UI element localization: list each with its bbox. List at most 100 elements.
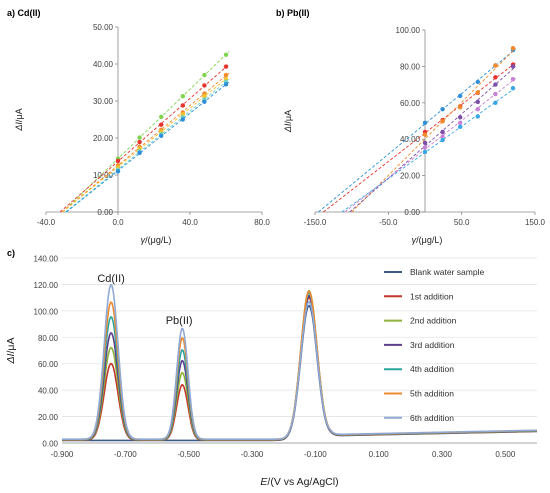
data-point [422, 145, 428, 150]
legend-label: 6th addition [410, 413, 454, 423]
x-tick-label: -0.100 [304, 450, 327, 459]
y-axis-title-symbol: ΔI [283, 123, 293, 133]
panel-label: a) Cd(II) [7, 8, 41, 18]
x-tick-label: -0.300 [241, 450, 264, 459]
y-tick-label: 20.00 [93, 134, 114, 143]
legend-label: 2nd addition [410, 316, 457, 326]
y-tick-label: 100.00 [396, 26, 421, 35]
data-point [115, 158, 121, 164]
data-point [458, 120, 463, 126]
y-axis-title-symbol: ΔI [5, 353, 17, 364]
y-tick-label: 80.00 [400, 62, 421, 71]
legend-label: 3rd addition [410, 340, 455, 350]
y-axis-title-unit: /μA [14, 108, 24, 122]
y-tick-label: 60.00 [38, 360, 59, 369]
x-tick-label: -0.500 [177, 450, 200, 459]
data-point [223, 52, 229, 57]
data-point [159, 122, 164, 127]
x-tick-label: 0.500 [495, 450, 516, 459]
data-point [137, 139, 142, 145]
data-point [493, 100, 498, 106]
data-point [180, 103, 185, 108]
data-point [510, 86, 516, 91]
x-axis-title-unit: /(V vs Ag/AgCl) [267, 476, 338, 488]
data-point [458, 115, 463, 120]
fit-line [341, 87, 516, 213]
data-point [223, 72, 229, 78]
data-point [422, 132, 428, 137]
data-point [510, 64, 516, 69]
x-axis-title-symbol: E [260, 476, 268, 488]
x-tick-label: 0.0 [112, 218, 124, 227]
y-axis-title-unit: /μA [283, 110, 293, 124]
data-point [159, 133, 164, 138]
data-point [180, 117, 185, 122]
x-axis-title-unit: /(μg/L) [145, 235, 171, 245]
legend-label: 5th addition [410, 389, 454, 399]
data-point [458, 93, 463, 99]
y-tick-label: 40.00 [93, 60, 114, 69]
data-point [202, 83, 207, 88]
data-point [115, 169, 121, 174]
x-axis-title: γ/(μg/L) [412, 235, 443, 245]
y-tick-label: 40.00 [38, 387, 59, 396]
data-point [493, 82, 498, 87]
data-point [180, 93, 185, 99]
data-point [202, 72, 207, 78]
data-point [458, 124, 463, 130]
x-tick-label: 50.0 [454, 218, 470, 227]
fit-line [62, 75, 230, 213]
fit-line [349, 66, 516, 213]
x-axis-title: γ/(μg/L) [141, 235, 172, 245]
fit-line [344, 77, 516, 213]
data-point [475, 114, 480, 119]
x-tick-label: 40.0 [182, 218, 198, 227]
data-point [510, 76, 516, 82]
fit-line [65, 78, 230, 213]
x-tick-label: 0.100 [369, 450, 390, 459]
fit-line [62, 51, 230, 213]
y-tick-label: 140.00 [34, 255, 59, 264]
x-tick-label: 0.300 [432, 450, 453, 459]
data-point [440, 137, 445, 143]
y-axis-title-unit: /μA [5, 338, 17, 354]
y-tick-label: 0.00 [404, 208, 420, 217]
data-point [493, 63, 498, 68]
y-tick-label: 30.00 [93, 97, 114, 106]
x-tick-label: -0.700 [114, 450, 137, 459]
data-point [493, 75, 498, 80]
x-axis-title-symbol: γ [412, 235, 417, 245]
y-tick-label: 40.00 [400, 135, 421, 144]
fit-line [351, 48, 516, 213]
data-point [137, 135, 142, 140]
y-tick-label: 20.00 [400, 172, 421, 181]
data-point [223, 64, 229, 69]
x-tick-label: 150.0 [525, 218, 546, 227]
fit-line [323, 62, 516, 213]
panel-b-pb: b) Pb(II) 0.00 20.00 40.00 60.00 80.00 100.00 -… [276, 8, 546, 245]
data-point [493, 91, 498, 97]
data-point [475, 106, 480, 112]
data-point [422, 140, 428, 146]
data-point [137, 150, 142, 155]
fit-line [59, 63, 230, 213]
y-axis-title-symbol: ΔI [14, 122, 24, 132]
x-tick-label: -50.0 [379, 218, 398, 227]
data-point [475, 99, 480, 105]
y-tick-label: 80.00 [38, 334, 59, 343]
peak-label: Cd(II) [97, 273, 125, 285]
data-point [422, 120, 428, 126]
x-axis-title-symbol: γ [141, 235, 146, 245]
y-axis-title: ΔI/μA [5, 338, 17, 365]
peak-label: Pb(II) [166, 315, 193, 327]
data-point [475, 79, 480, 85]
data-point [202, 99, 207, 104]
x-tick-label: -150.0 [304, 218, 327, 227]
panel-label: c) [7, 248, 15, 258]
x-tick-label: -40.0 [37, 218, 56, 227]
data-point [440, 129, 445, 135]
data-point [440, 134, 445, 139]
y-axis-title: ΔI/μA [283, 110, 293, 133]
data-point [510, 46, 516, 51]
